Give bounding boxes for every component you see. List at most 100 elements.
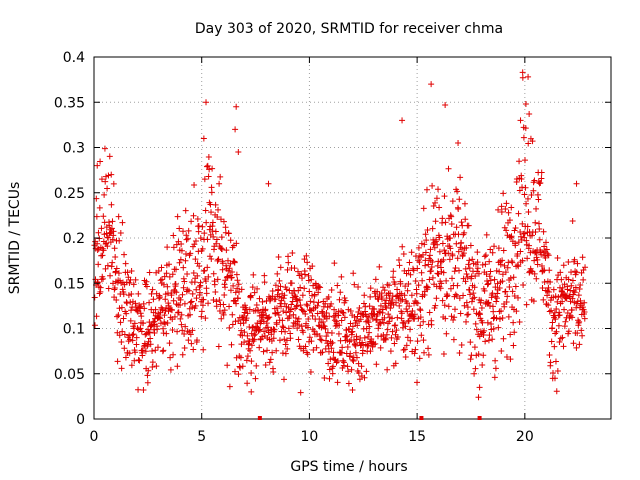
data-point	[530, 187, 537, 194]
data-point	[328, 300, 335, 307]
data-point	[504, 293, 511, 300]
data-point	[338, 273, 345, 280]
data-point	[261, 279, 268, 286]
data-point	[462, 265, 469, 272]
data-point	[126, 336, 133, 343]
data-point	[457, 310, 464, 317]
data-point	[534, 261, 541, 268]
data-point	[435, 186, 442, 193]
data-point	[402, 283, 409, 290]
data-point	[302, 343, 309, 350]
data-point	[132, 276, 139, 283]
data-point	[166, 340, 173, 347]
data-point	[383, 331, 390, 338]
data-point	[399, 296, 406, 303]
data-point	[573, 344, 580, 351]
data-point	[416, 306, 423, 313]
data-point	[316, 283, 323, 290]
data-point	[195, 223, 202, 230]
data-point	[244, 310, 251, 317]
data-point	[440, 269, 447, 276]
data-point	[540, 296, 547, 303]
data-point	[105, 172, 112, 179]
data-point	[331, 260, 338, 267]
data-point	[229, 311, 236, 318]
data-point	[445, 250, 452, 257]
data-point	[538, 169, 545, 176]
data-point	[471, 284, 478, 291]
data-point	[222, 224, 229, 231]
data-point	[118, 304, 125, 311]
data-point	[378, 290, 385, 297]
data-point	[133, 334, 140, 341]
data-point	[196, 289, 203, 296]
data-point	[559, 284, 566, 291]
data-point	[239, 332, 246, 339]
data-point	[231, 297, 238, 304]
data-point	[293, 303, 300, 310]
data-point	[280, 324, 287, 331]
data-point	[294, 325, 301, 332]
data-point	[444, 292, 451, 299]
data-point	[475, 270, 482, 277]
data-point	[321, 323, 328, 330]
data-point	[474, 265, 481, 272]
data-point	[500, 247, 507, 254]
data-point	[467, 356, 474, 363]
data-point	[169, 271, 176, 278]
data-point	[185, 287, 192, 294]
data-point	[581, 308, 588, 315]
data-point	[546, 352, 553, 359]
data-point	[157, 315, 164, 322]
data-point	[146, 299, 153, 306]
data-point	[485, 280, 492, 287]
data-point	[349, 328, 356, 335]
data-point	[518, 176, 525, 183]
data-point	[367, 348, 374, 355]
data-point	[98, 176, 105, 183]
data-point	[108, 171, 115, 178]
data-point	[487, 268, 494, 275]
data-point	[196, 283, 203, 290]
data-point	[311, 291, 318, 298]
data-point	[460, 292, 467, 299]
data-point	[295, 336, 302, 343]
data-point	[478, 304, 485, 311]
data-point	[433, 295, 440, 302]
data-point	[451, 268, 458, 275]
data-point	[448, 221, 455, 228]
data-point	[386, 282, 393, 289]
data-point	[203, 99, 210, 106]
data-point	[521, 191, 528, 198]
data-point	[350, 270, 357, 277]
data-point	[339, 309, 346, 316]
data-point	[439, 297, 446, 304]
data-point	[450, 317, 457, 324]
data-point	[275, 254, 282, 261]
data-point	[543, 246, 550, 253]
data-point	[455, 139, 462, 146]
data-point	[399, 117, 406, 124]
data-point	[520, 134, 527, 141]
data-point	[218, 315, 225, 322]
data-point	[576, 341, 583, 348]
data-point	[175, 309, 182, 316]
data-point	[250, 324, 257, 331]
data-point	[398, 310, 405, 317]
data-point	[129, 337, 136, 344]
data-point	[362, 303, 369, 310]
data-point	[174, 213, 181, 220]
data-point	[478, 297, 485, 304]
data-point	[213, 240, 220, 247]
data-point	[376, 308, 383, 315]
data-point	[247, 347, 254, 354]
data-point	[428, 81, 435, 88]
data-point	[544, 250, 551, 257]
data-point	[389, 328, 396, 335]
data-point	[330, 313, 337, 320]
data-point	[382, 335, 389, 342]
data-point	[198, 308, 205, 315]
data-point	[449, 198, 456, 205]
data-point	[514, 262, 521, 269]
data-point	[483, 231, 490, 238]
